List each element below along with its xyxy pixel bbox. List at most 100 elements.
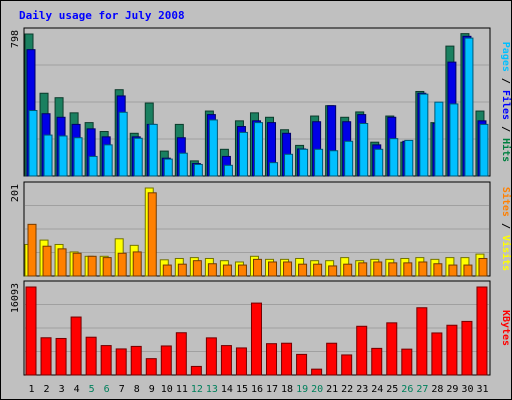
x-tick-label: 10 [161, 384, 173, 395]
series-kbytes [25, 286, 488, 376]
bar [103, 144, 113, 177]
bar [266, 343, 278, 376]
bar [43, 134, 53, 177]
legend-segment: Hits [500, 138, 512, 162]
bar [88, 155, 98, 177]
bar [326, 342, 338, 376]
legend-segment: Pages [500, 42, 511, 72]
bar [222, 264, 232, 277]
x-tick-label: 13 [206, 384, 218, 395]
x-tick-label: 19 [296, 384, 308, 395]
bar [178, 152, 188, 177]
bar [476, 286, 488, 376]
bar [311, 368, 323, 376]
bar [25, 286, 37, 376]
bar [160, 345, 172, 376]
bar [359, 123, 369, 177]
bar [434, 101, 444, 177]
bar [341, 354, 353, 376]
x-tick-label: 6 [104, 384, 110, 395]
bar [374, 148, 384, 177]
legend-segment: / [500, 120, 511, 138]
bar [329, 150, 339, 177]
bar [205, 337, 217, 376]
bar [190, 365, 202, 376]
bar [389, 138, 399, 177]
bar [386, 322, 398, 376]
x-tick-label: 5 [89, 384, 95, 395]
x-tick-label: 12 [191, 384, 203, 395]
legend-label: Pages / Files / Hits [500, 42, 512, 162]
bar [175, 332, 187, 376]
panel-hits-files-pages: 798 Pages / Files / Hits [10, 27, 512, 177]
legend-segment: Sites [500, 187, 512, 217]
bar [130, 345, 142, 376]
bar [388, 262, 398, 277]
bar [268, 261, 278, 277]
x-tick-label: 27 [416, 384, 428, 395]
x-tick-label: 20 [311, 384, 323, 395]
bar [281, 342, 293, 376]
bar [177, 263, 187, 277]
bar [403, 262, 413, 277]
legend-segment: Visits [500, 235, 512, 271]
legend-segment: / [500, 217, 511, 235]
bar [448, 264, 458, 277]
bar [269, 162, 279, 177]
x-tick-label: 15 [236, 384, 248, 395]
x-tick-label: 26 [401, 384, 413, 395]
legend-segment: / [500, 72, 511, 90]
x-axis-labels: 1 2 3 4 5 6 7 8 9 10 11 12 13 14 15 16 17 18 19 20 21 22 23 24 2… [29, 384, 489, 395]
bar [235, 347, 247, 376]
bar [344, 140, 354, 177]
bar [314, 148, 324, 177]
bar [299, 148, 309, 177]
bar [57, 248, 67, 277]
bar [163, 158, 173, 177]
bar [296, 353, 308, 376]
x-tick-label: 24 [371, 384, 383, 395]
bar [55, 337, 67, 376]
bar [42, 245, 52, 277]
bar [72, 252, 82, 277]
bar [58, 135, 68, 177]
bar [102, 257, 112, 277]
x-tick-label: 7 [119, 384, 125, 395]
bar [418, 261, 428, 277]
bar [238, 131, 248, 177]
bar [133, 137, 143, 177]
bar [463, 264, 473, 277]
bar [328, 265, 338, 277]
bar [27, 223, 37, 277]
chart-title: Daily usage for July 2008 [19, 9, 185, 22]
x-tick-label: 23 [356, 384, 368, 395]
bar [208, 119, 218, 177]
bar [373, 261, 383, 277]
series-pages [28, 37, 489, 177]
bar [250, 302, 262, 376]
bar [416, 307, 428, 376]
bar [461, 320, 473, 376]
panel-kbytes: 16093 KBytes [10, 280, 511, 376]
bar [193, 163, 203, 177]
bar [40, 337, 52, 376]
bar [478, 257, 488, 277]
legend-segment: Files [500, 90, 512, 120]
bar [223, 164, 233, 177]
bar [431, 332, 443, 376]
legend-label: Sites / Visits [500, 187, 512, 271]
bar [419, 93, 429, 177]
y-max-label: 798 [10, 30, 21, 48]
x-tick-label: 11 [176, 384, 188, 395]
bar [85, 336, 97, 376]
x-tick-label: 2 [44, 384, 50, 395]
bar [192, 260, 202, 277]
x-tick-label: 8 [134, 384, 140, 395]
bar [313, 263, 323, 277]
x-tick-label: 21 [326, 384, 338, 395]
bar [28, 110, 38, 177]
bar [237, 264, 247, 277]
bar [356, 325, 368, 376]
bar [446, 324, 458, 376]
